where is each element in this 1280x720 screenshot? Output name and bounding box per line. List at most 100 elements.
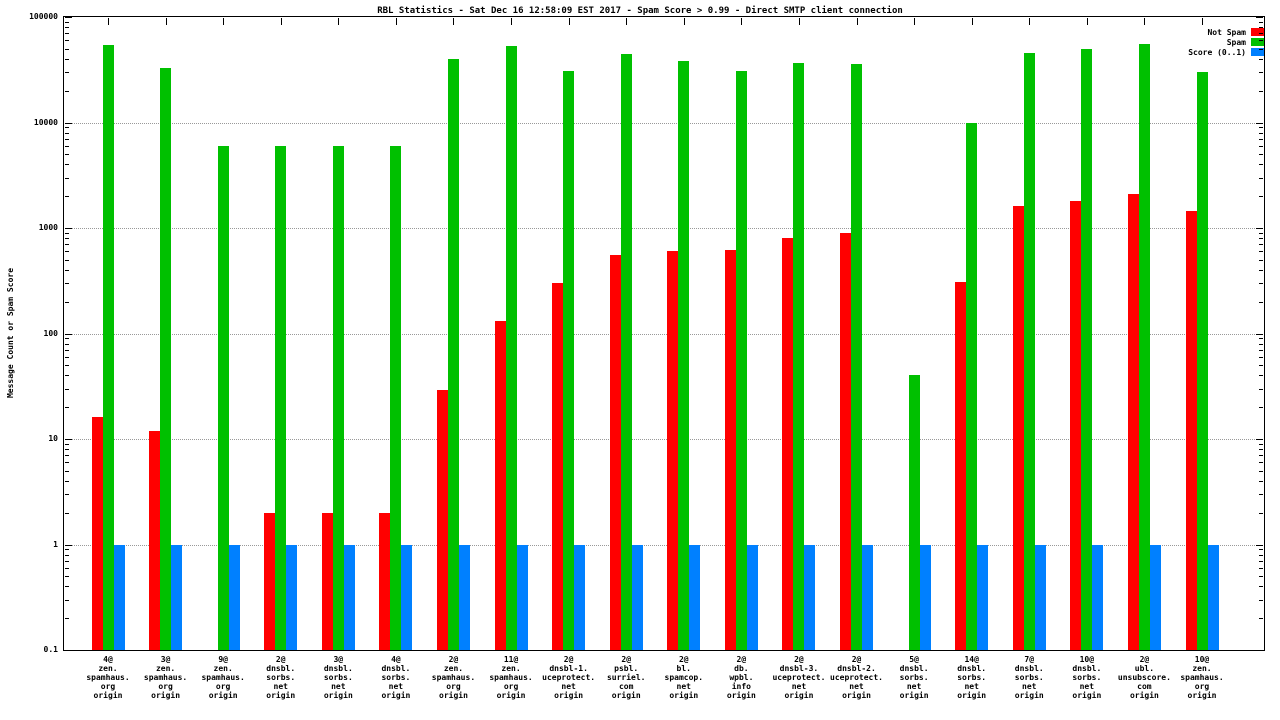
- bar-score-0-1-: [977, 544, 989, 650]
- bar-score-0-1-: [228, 544, 240, 650]
- y-minor-tick: [65, 618, 69, 620]
- y-minor-tick: [1259, 470, 1263, 472]
- y-minor-tick: [1259, 177, 1263, 179]
- bar-score-0-1-: [458, 544, 470, 650]
- bar-score-0-1-: [1092, 544, 1104, 650]
- y-tick: [65, 439, 72, 440]
- bar-not-spam: [379, 512, 391, 650]
- y-tick-label: 100000: [29, 12, 58, 21]
- y-tick: [1256, 17, 1263, 18]
- bar-score-0-1-: [343, 544, 355, 650]
- x-axis-label: 14@ dnsbl. sorbs. net origin: [957, 655, 987, 700]
- y-minor-tick: [65, 259, 69, 261]
- y-tick-label: 10: [48, 434, 58, 443]
- x-tick: [683, 18, 685, 25]
- legend-swatch: [1251, 48, 1264, 56]
- bar-spam: [735, 70, 747, 650]
- y-tick-label: 1000: [38, 223, 58, 232]
- y-minor-tick: [65, 407, 69, 409]
- bar-spam: [620, 53, 632, 650]
- y-minor-tick: [65, 269, 69, 271]
- y-tick-label: 1: [53, 539, 58, 549]
- y-tick: [1256, 650, 1263, 651]
- y-minor-tick: [1259, 238, 1263, 240]
- bar-spam: [678, 61, 690, 650]
- y-minor-tick: [1259, 599, 1263, 601]
- y-minor-tick: [1259, 455, 1263, 457]
- y-minor-tick: [1259, 388, 1263, 390]
- bar-score-0-1-: [574, 544, 586, 650]
- bar-not-spam: [264, 512, 276, 650]
- legend-entry: Score (0..1): [1188, 47, 1264, 57]
- bar-not-spam: [782, 238, 794, 650]
- legend-label: Not Spam: [1207, 27, 1246, 37]
- y-minor-tick: [1259, 349, 1263, 351]
- bar-score-0-1-: [286, 544, 298, 650]
- x-tick: [165, 18, 167, 25]
- bar-not-spam: [1070, 201, 1082, 650]
- y-minor-tick: [1259, 443, 1263, 445]
- x-tick: [626, 18, 628, 25]
- gridline: [65, 228, 1263, 229]
- x-axis-label: 3@ dnsbl. sorbs. net origin: [323, 655, 353, 700]
- y-minor-tick: [1259, 164, 1263, 166]
- x-axis-label: 4@ zen. spamhaus. org origin: [86, 655, 130, 700]
- y-minor-tick: [65, 33, 69, 35]
- bar-spam: [1196, 72, 1208, 650]
- bar-not-spam: [1127, 194, 1139, 650]
- y-minor-tick: [65, 301, 69, 303]
- bar-not-spam: [667, 251, 679, 650]
- y-minor-tick: [65, 375, 69, 377]
- x-axis-label: 10@ dnsbl. sorbs. net origin: [1072, 655, 1102, 700]
- y-minor-tick: [1259, 576, 1263, 578]
- legend-label: Score (0..1): [1188, 47, 1246, 57]
- y-minor-tick: [1259, 512, 1263, 514]
- bar-not-spam: [436, 390, 448, 650]
- bar-score-0-1-: [689, 544, 701, 650]
- y-tick: [65, 333, 72, 335]
- bar-spam: [505, 46, 517, 650]
- y-minor-tick: [1259, 251, 1263, 253]
- y-minor-tick: [1259, 356, 1263, 358]
- bar-not-spam: [149, 430, 161, 650]
- x-tick: [511, 18, 513, 25]
- y-minor-tick: [1259, 567, 1263, 569]
- y-minor-tick: [65, 238, 69, 240]
- x-tick: [1202, 18, 1203, 25]
- x-axis-label: 2@ bl. spamcop. net origin: [664, 655, 704, 700]
- y-minor-tick: [65, 599, 69, 601]
- bar-spam: [332, 145, 344, 650]
- x-axis-label: 7@ dnsbl. sorbs. net origin: [1014, 655, 1044, 700]
- bar-score-0-1-: [862, 544, 874, 650]
- y-minor-tick: [1259, 365, 1263, 367]
- bar-not-spam: [91, 417, 103, 650]
- y-minor-tick: [65, 244, 69, 246]
- gridline: [65, 544, 1263, 546]
- y-minor-tick: [1259, 72, 1263, 74]
- y-minor-tick: [1259, 554, 1263, 556]
- x-tick: [223, 18, 225, 25]
- bar-spam: [1081, 48, 1093, 650]
- x-tick: [453, 18, 455, 25]
- y-tick: [65, 650, 72, 651]
- y-minor-tick: [1259, 90, 1263, 92]
- y-minor-tick: [1259, 48, 1263, 50]
- bar-not-spam: [724, 249, 736, 650]
- y-minor-tick: [1259, 154, 1263, 156]
- y-minor-tick: [65, 27, 69, 29]
- y-minor-tick: [1259, 232, 1263, 234]
- y-minor-tick: [1259, 127, 1263, 129]
- y-minor-tick: [65, 349, 69, 351]
- y-minor-tick: [65, 338, 69, 340]
- y-tick: [1256, 333, 1263, 335]
- y-minor-tick: [65, 365, 69, 367]
- x-tick: [741, 18, 743, 25]
- bar-not-spam: [321, 512, 333, 650]
- y-minor-tick: [65, 560, 69, 562]
- x-axis-label: 2@ psbl. surriel. com origin: [606, 655, 646, 700]
- bar-not-spam: [552, 283, 564, 650]
- legend-label: Spam: [1226, 37, 1246, 47]
- x-axis-label: 2@ db. wpbl. info origin: [726, 655, 756, 700]
- y-minor-tick: [1259, 407, 1263, 409]
- bar-spam: [966, 122, 978, 650]
